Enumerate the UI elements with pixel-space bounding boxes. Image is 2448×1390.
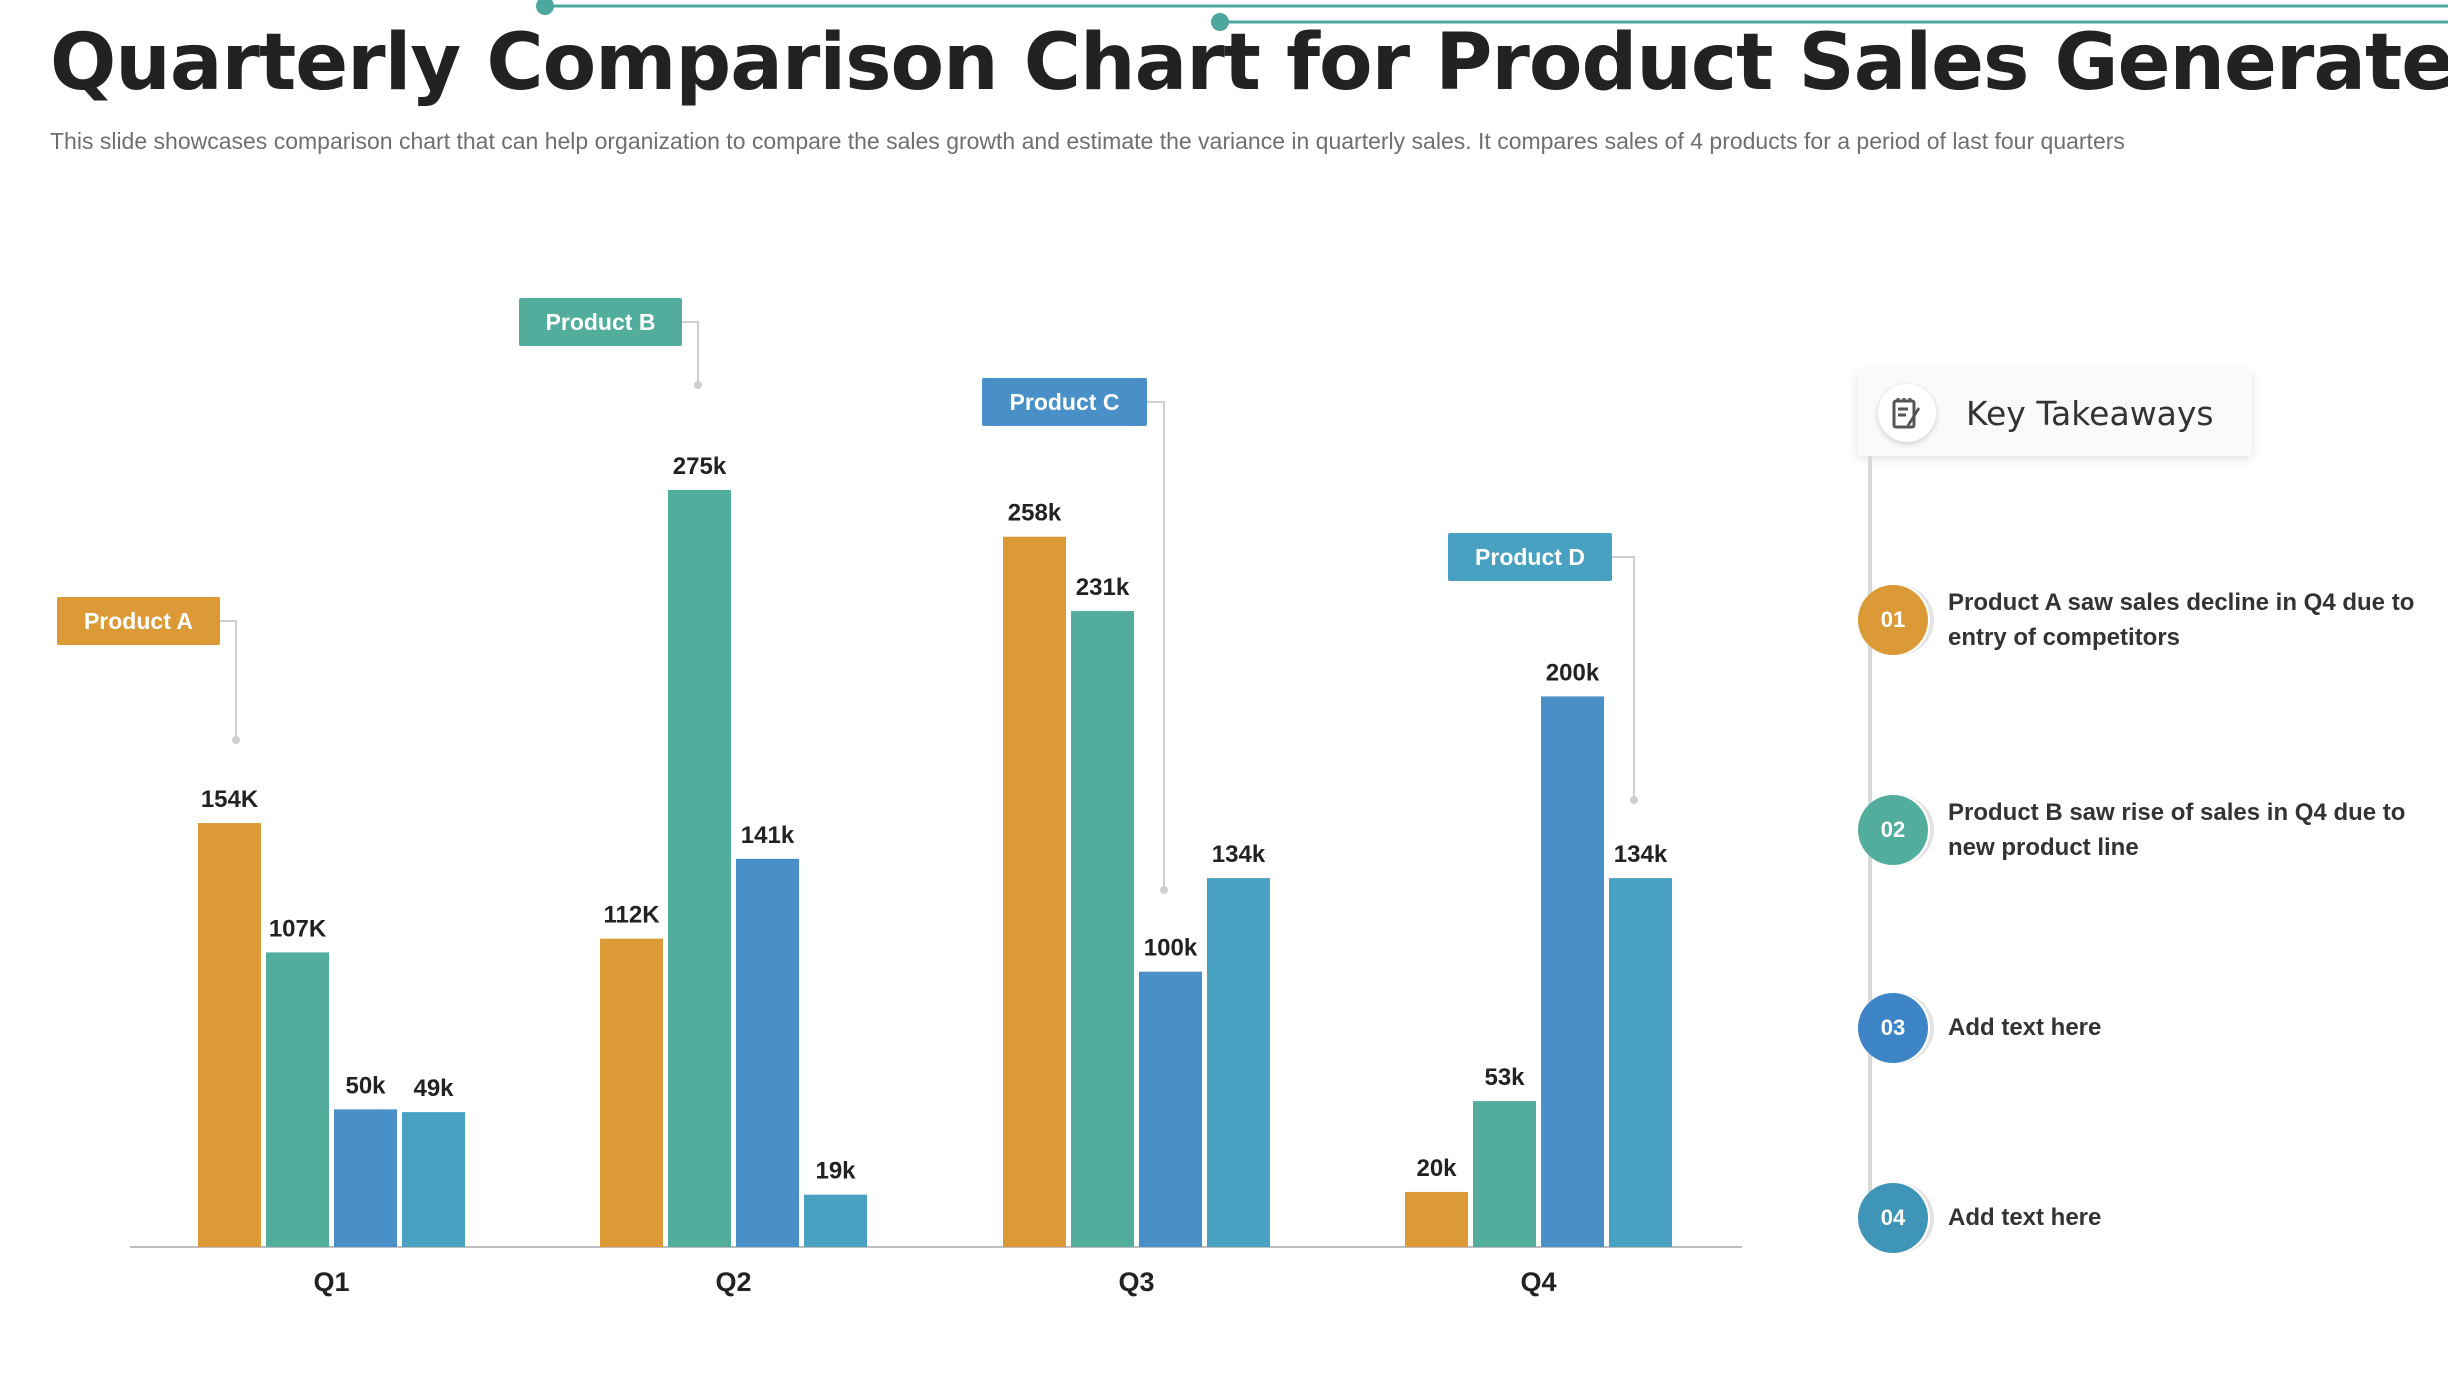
legend-label: Product B [546,309,656,335]
x-tick-label: Q3 [1118,1267,1154,1297]
data-label: 107K [269,915,327,942]
data-label: 134k [1614,841,1668,868]
key-takeaways-header: Key Takeaways [1858,370,2252,456]
callout-connector [1612,556,1635,800]
data-label: 200k [1546,659,1600,686]
bar-chart: 154K 112K 258k 20k 107K 275k 231k 53k 50k 141k 100… [57,298,1742,1297]
takeaway-badge: 01 [1858,585,1934,655]
data-label: 20k [1416,1155,1457,1182]
callout-dot [232,736,240,744]
takeaway-text: Product B saw rise of sales in Q4 due to… [1948,799,2406,861]
callout-dot [1160,886,1168,894]
takeaway-text: Product A saw sales decline in Q4 due to… [1948,589,2415,651]
page-title: Quarterly Comparison Chart for Product S… [50,18,2448,108]
legend-label: Product D [1475,544,1585,570]
bar [1139,971,1202,1247]
takeaway-text: Add text here [1948,1204,2102,1231]
takeaway-badge: 04 [1858,1183,1934,1253]
callout-connector [682,321,699,385]
bar [402,1112,465,1247]
callout-dot [694,381,702,389]
key-takeaways-title: Key Takeaways [1966,394,2214,433]
data-label: 100k [1144,935,1198,962]
callout-connector [1147,401,1165,890]
legend-label: Product A [84,608,193,634]
page-subtitle: This slide showcases comparison chart th… [50,128,2125,154]
bar [1473,1101,1536,1247]
callout-tag [519,298,682,346]
callout-tag [982,378,1147,426]
legend-label: Product C [1010,389,1120,415]
data-label: 53k [1484,1064,1525,1091]
bar [1405,1191,1468,1247]
takeaway-badge: 02 [1858,795,1934,865]
bar [804,1194,867,1247]
takeaway-badge: 03 [1858,993,1934,1063]
data-label: 154K [201,786,259,813]
data-label: 231k [1076,574,1130,601]
bar [1609,878,1672,1247]
callout-connector [220,620,237,740]
bar [736,858,799,1247]
bar [198,823,261,1247]
callout-tag [1448,533,1612,581]
data-label: 49k [413,1075,454,1102]
data-label: 50k [345,1072,386,1099]
bar [1541,696,1604,1247]
bar [334,1109,397,1247]
bar [1003,536,1066,1247]
data-label: 134k [1212,841,1266,868]
header-decoration [536,0,2448,31]
callout-tag [57,597,220,645]
bar [668,489,731,1247]
data-label: 141k [741,822,795,849]
bar [600,938,663,1247]
bar [266,952,329,1247]
callout-dot [1630,796,1638,804]
notepad-pen-icon [1878,384,1936,442]
data-label: 258k [1008,500,1062,527]
x-tick-label: Q2 [715,1267,751,1297]
bar [1071,611,1134,1247]
data-label: 275k [673,453,727,480]
data-label: 112K [603,902,660,929]
data-label: 19k [815,1158,856,1185]
x-tick-label: Q1 [313,1267,349,1297]
bar [1207,878,1270,1247]
takeaway-text: Add text here [1948,1014,2102,1041]
x-tick-label: Q4 [1520,1267,1556,1297]
